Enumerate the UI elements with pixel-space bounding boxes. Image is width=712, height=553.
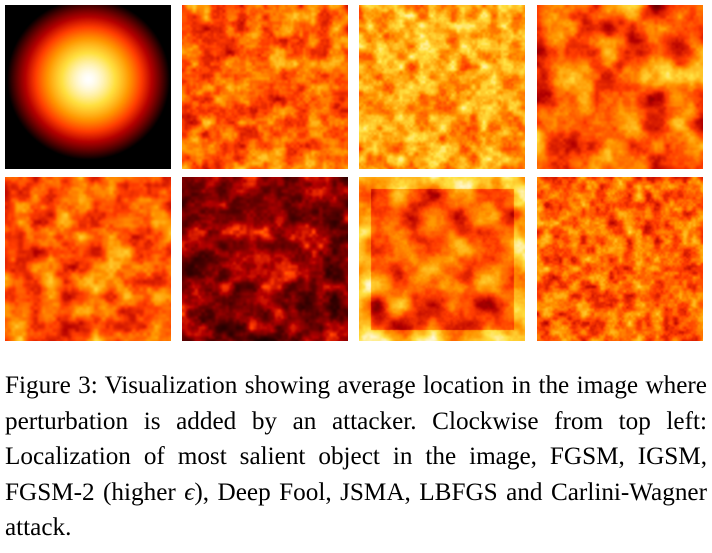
- heatmap-lbfgs: [182, 177, 348, 341]
- heatmap-salient-object: [5, 5, 171, 169]
- caption-text-1: Figure 3: Visualization showing average …: [5, 372, 707, 506]
- caption-epsilon: ϵ: [184, 478, 195, 506]
- figure-caption: Figure 3: Visualization showing average …: [5, 368, 707, 546]
- caption-text-2: ), Deep Fool, JSMA, LBFGS and Carlini-Wa…: [5, 478, 707, 542]
- heatmap-fgsm-2: [537, 5, 703, 169]
- heatmap-fgsm: [182, 5, 348, 169]
- heatmap-jsma: [359, 177, 525, 341]
- heatmap-grid: [5, 5, 703, 341]
- heatmap-deep-fool: [537, 177, 703, 341]
- heatmap-carlini-wagner: [5, 177, 171, 341]
- heatmap-igsm: [359, 5, 525, 169]
